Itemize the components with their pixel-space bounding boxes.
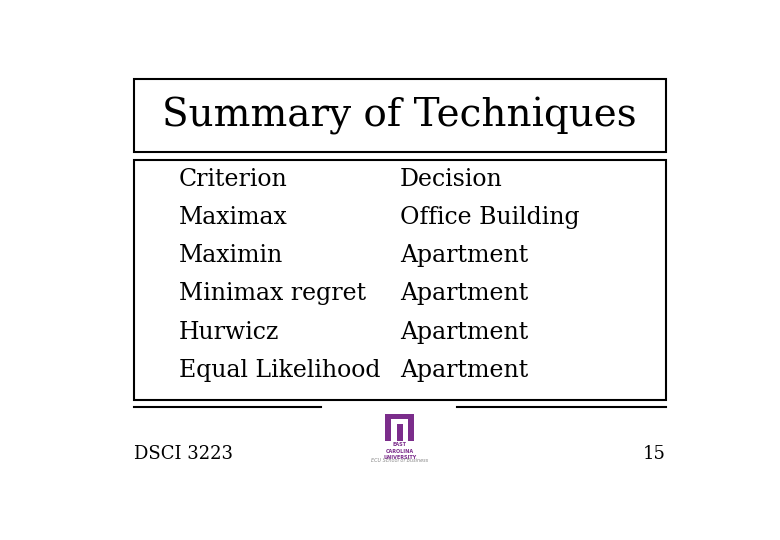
Bar bbox=[408, 418, 414, 441]
Bar bbox=[402, 418, 408, 433]
Text: DSCI 3223: DSCI 3223 bbox=[134, 444, 232, 463]
Text: Apartment: Apartment bbox=[399, 321, 528, 343]
Text: Hurwicz: Hurwicz bbox=[179, 321, 279, 343]
Text: Apartment: Apartment bbox=[399, 244, 528, 267]
Text: 15: 15 bbox=[643, 444, 666, 463]
Text: Criterion: Criterion bbox=[179, 167, 288, 191]
FancyBboxPatch shape bbox=[134, 160, 666, 400]
Text: ECU School of Business: ECU School of Business bbox=[371, 458, 428, 463]
Text: Apartment: Apartment bbox=[399, 359, 528, 382]
Bar bbox=[385, 418, 392, 441]
Text: Summary of Techniques: Summary of Techniques bbox=[162, 97, 637, 135]
Text: Apartment: Apartment bbox=[399, 282, 528, 306]
Text: EAST
CAROLINA
UNIVERSITY: EAST CAROLINA UNIVERSITY bbox=[383, 442, 417, 460]
FancyBboxPatch shape bbox=[134, 79, 666, 152]
Text: Office Building: Office Building bbox=[399, 206, 580, 229]
Text: Decision: Decision bbox=[399, 167, 502, 191]
Bar bbox=[385, 414, 414, 418]
Bar bbox=[397, 424, 402, 441]
Text: Maximax: Maximax bbox=[179, 206, 288, 229]
Bar bbox=[392, 418, 397, 433]
Text: Minimax regret: Minimax regret bbox=[179, 282, 367, 306]
Text: Maximin: Maximin bbox=[179, 244, 283, 267]
Text: Equal Likelihood: Equal Likelihood bbox=[179, 359, 381, 382]
